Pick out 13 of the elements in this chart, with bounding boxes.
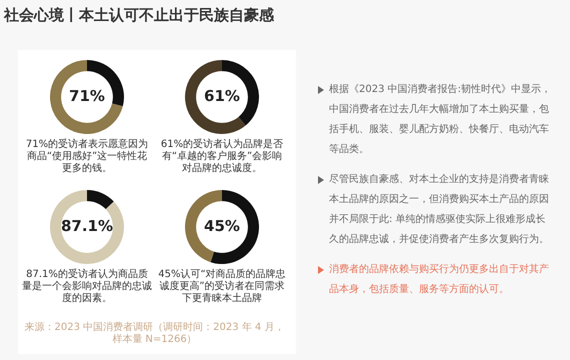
data-label: 87.1% xyxy=(60,216,114,235)
text: 尽管民族自豪感、对本土企业的支持是消费者青睐本土品牌的原因之一，但消费购买本土产品的原因并不局限于此: 单纯的情感驱使实际上很难形成长久的品牌忠诚，并促使消费者产生多次复购行为。 xyxy=(329,172,550,247)
text: 87.1%的受访者认为商品质量是一个会影响对品牌的忠诚度的因素。 xyxy=(22,269,152,305)
text: 社会心境丨本土认可不止出于民族自豪感 xyxy=(4,6,274,25)
text: 61%的受访者认为品牌是否有“卓越的客户服务”会影响对品牌的忠诚度。 xyxy=(160,139,284,175)
text: 根据《2023 中国消费者报告:韧性时代》中显示，中国消费者在过去几年大幅增加了本土购买量，包括手机、服装、婴儿配方奶粉、快餐厅、电动汽车等品类。 xyxy=(329,82,552,157)
data-label: 71% xyxy=(69,86,105,105)
data-label: 61% xyxy=(204,86,240,105)
source-note: 来源：2023 中国消费者调研（调研时间：2023 年 4 月，样本量 N=1266） xyxy=(24,322,286,346)
text: 45%认可“对商品质的品牌忠诚度更高”的受访者在同需求下更青睐本土品牌 xyxy=(157,269,287,305)
text: 消费者的品牌依赖与购买行为仍更多出自于对其产品本身，包括质量、服务等方面的认可。 xyxy=(329,262,550,297)
data-label: 45% xyxy=(204,216,240,235)
text: 71%的受访者表示愿意因为商品“使用感好”这一特性花更多的钱。 xyxy=(24,139,150,175)
